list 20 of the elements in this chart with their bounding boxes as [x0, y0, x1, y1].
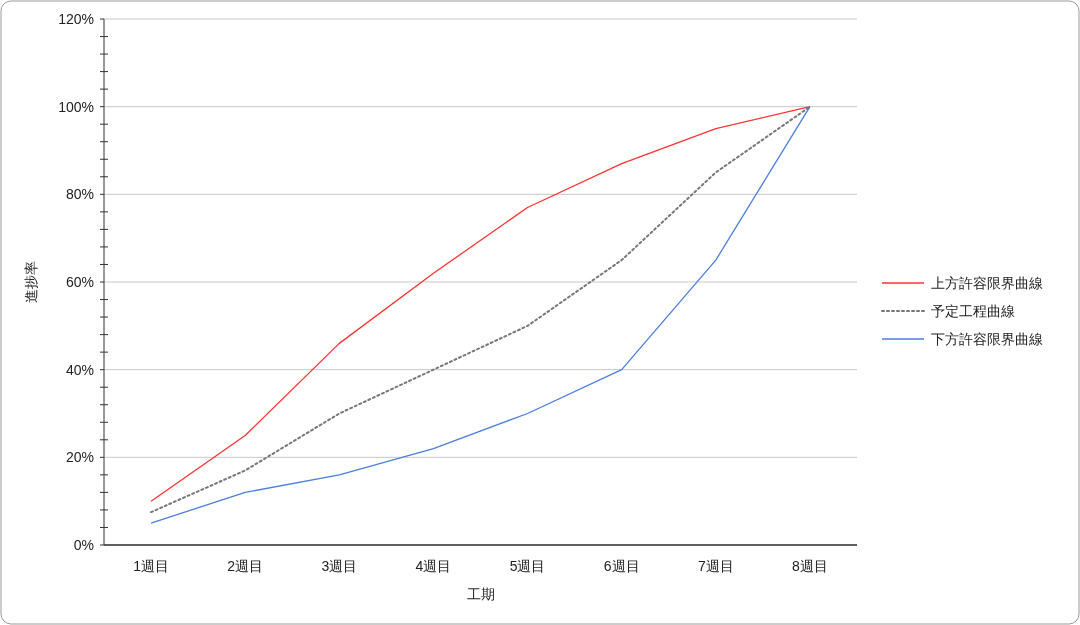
y-tick-label: 0% — [73, 536, 94, 553]
y-tick-label: 40% — [65, 361, 94, 378]
x-axis-title: 工期 — [466, 586, 495, 602]
legend-label: 下方許容限界曲線 — [931, 330, 1043, 347]
legend-label: 予定工程曲線 — [931, 302, 1015, 319]
x-tick-label: 3週目 — [321, 558, 358, 574]
y-axis-title: 進捗率 — [23, 261, 39, 303]
y-tick-label: 60% — [65, 273, 94, 290]
y-tick-label: 20% — [65, 449, 94, 466]
x-tick-label: 5週目 — [509, 558, 546, 574]
x-tick-label: 7週目 — [697, 558, 734, 574]
y-tick-label: 100% — [58, 98, 94, 115]
x-tick-label: 6週目 — [603, 558, 640, 574]
legend-label: 上方許容限界曲線 — [931, 274, 1043, 291]
x-tick-label: 1週目 — [133, 558, 169, 574]
x-tick-label: 2週目 — [227, 558, 264, 574]
x-tick-label: 8週目 — [792, 558, 828, 574]
y-tick-label: 120% — [58, 10, 94, 27]
y-tick-label: 80% — [65, 186, 94, 203]
x-tick-label: 4週目 — [415, 558, 452, 574]
